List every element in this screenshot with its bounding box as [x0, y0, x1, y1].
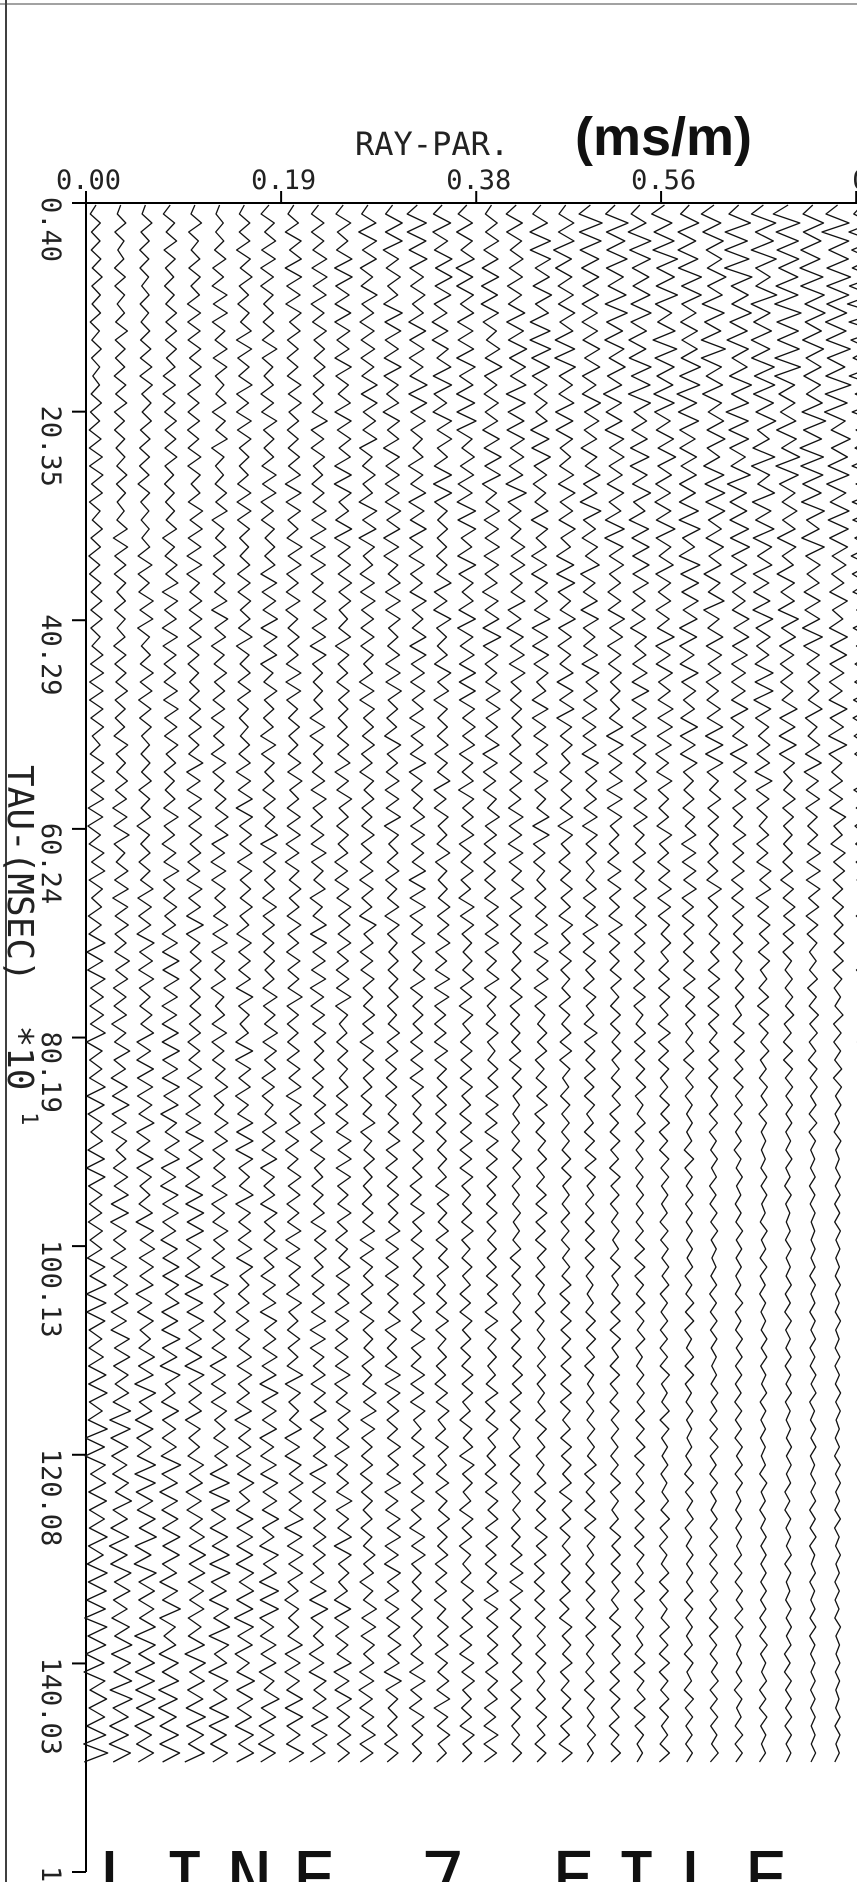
- seismic-trace: [455, 204, 477, 1763]
- y-tick-label: 120.08: [35, 1449, 66, 1547]
- y-ticks: 0.40 20.35 40.29 60.24 80.19 100.13 120.08 140.…: [35, 197, 86, 1882]
- seismic-trace: [505, 204, 528, 1763]
- seismic-trace: [108, 204, 133, 1763]
- footer-text: LINE 7 FILE U: [98, 1837, 857, 1882]
- seismic-trace: [133, 204, 157, 1763]
- seismic-trace: [480, 204, 503, 1763]
- x-tick-label: 0.38: [446, 165, 511, 196]
- seismic-trace: [651, 204, 679, 1763]
- seismic-trace: [358, 204, 378, 1763]
- y-tick-label: 60.24: [35, 823, 66, 904]
- x-axis-label: RAY-PAR.: [355, 125, 509, 163]
- x-tick-label: 0.19: [251, 165, 316, 196]
- seismic-trace: [431, 204, 453, 1763]
- seismic-trace: [750, 204, 778, 1763]
- y-tick-label: 80.19: [35, 1032, 66, 1113]
- seismic-trace: [700, 204, 727, 1763]
- seismic-trace: [284, 204, 305, 1763]
- seismic-trace: [553, 204, 576, 1763]
- x-tick-label: 0: [852, 165, 857, 196]
- seismic-trace: [846, 209, 857, 1043]
- x-ticks: 0.00 0.19 0.38 0.56 0: [56, 165, 857, 203]
- seismic-trace: [257, 204, 280, 1763]
- seismic-trace: [799, 204, 827, 1763]
- x-tick-label: 0.56: [631, 165, 696, 196]
- seismic-trace: [772, 204, 802, 1763]
- seismic-trace: [233, 204, 256, 1763]
- x-tick-label: 0.00: [56, 165, 121, 196]
- seismic-trace: [184, 204, 207, 1763]
- y-tick-label: 20.35: [35, 406, 66, 487]
- seismic-trace: [602, 204, 629, 1763]
- seismic-trace: [382, 204, 403, 1763]
- seismic-trace: [406, 204, 428, 1763]
- seismic-trace: [676, 204, 703, 1763]
- seismic-trace: [333, 204, 353, 1763]
- seismic-trace: [208, 204, 231, 1763]
- y-tick-label: 40.29: [35, 614, 66, 695]
- y-tick-label: 159.97: [35, 1866, 66, 1882]
- seismic-trace: [158, 204, 182, 1763]
- traces: [83, 204, 857, 1763]
- seismic-trace: [627, 204, 652, 1763]
- y-tick-label: 0.40: [35, 197, 66, 262]
- y-tick-label: 100.13: [35, 1240, 66, 1338]
- seismic-trace: [578, 204, 603, 1763]
- y-tick-label: 140.03: [35, 1657, 66, 1755]
- x-axis-unit: (ms/m): [575, 107, 752, 167]
- seismic-trace: [83, 204, 109, 1763]
- seismic-trace: [308, 204, 329, 1763]
- seismic-trace: [529, 204, 553, 1763]
- seismic-trace: [724, 204, 753, 1763]
- seismic-trace: [821, 204, 852, 1763]
- y-axis-label: TAU-(MSEC) *10 1: [0, 765, 41, 1125]
